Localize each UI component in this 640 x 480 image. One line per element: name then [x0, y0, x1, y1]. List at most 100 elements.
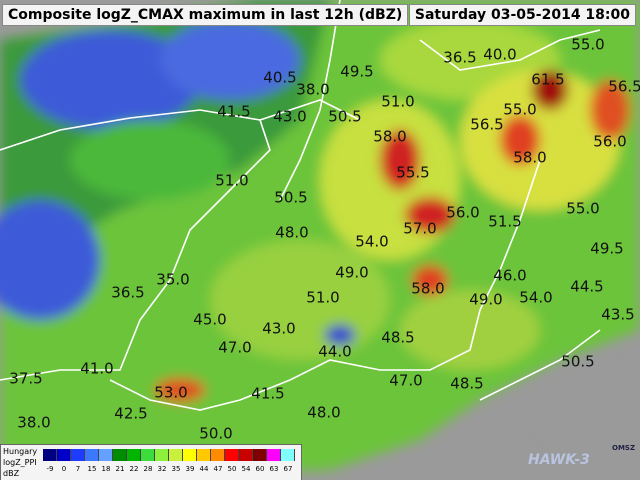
- max-value-label: 38.0: [17, 414, 50, 432]
- legend-line: dBZ: [3, 469, 20, 478]
- color-swatch: [183, 449, 197, 461]
- max-value-label: 51.0: [215, 172, 248, 190]
- scale-label: 39: [185, 465, 195, 473]
- max-value-label: 58.0: [513, 149, 546, 167]
- max-value-label: 47.0: [389, 372, 422, 390]
- scale-label: 18: [101, 465, 111, 473]
- scale-label: 0: [61, 465, 67, 473]
- max-value-label: 38.0: [296, 81, 329, 99]
- color-swatch: [141, 449, 155, 461]
- max-value-label: 48.5: [450, 375, 483, 393]
- scale-label: 50: [227, 465, 237, 473]
- max-value-label: 51.0: [306, 289, 339, 307]
- max-value-label: 44.0: [318, 343, 351, 361]
- max-value-label: 48.0: [307, 404, 340, 422]
- max-value-label: 51.0: [381, 93, 414, 111]
- max-value-label: 49.5: [590, 240, 623, 258]
- date-time: Saturday 03-05-2014 18:00: [408, 4, 636, 26]
- product-logo: HAWK-3: [528, 452, 590, 468]
- max-value-label: 43.0: [262, 320, 295, 338]
- max-value-label: 41.5: [217, 103, 250, 121]
- scale-label: 15: [87, 465, 97, 473]
- max-value-label: 42.5: [114, 405, 147, 423]
- max-value-label: 50.5: [561, 353, 594, 371]
- max-value-label: 53.0: [154, 384, 187, 402]
- color-scale: [43, 449, 295, 461]
- legend-line: logZ_PPI: [3, 458, 37, 467]
- color-swatch: [155, 449, 169, 461]
- scale-label: 22: [129, 465, 139, 473]
- max-value-label: 54.0: [355, 233, 388, 251]
- color-swatch: [127, 449, 141, 461]
- legend-caption: Hungary logZ_PPI dBZ: [3, 446, 37, 479]
- max-value-label: 40.0: [483, 46, 516, 64]
- max-value-label: 56.5: [608, 78, 640, 96]
- max-value-label: 48.0: [275, 224, 308, 242]
- max-value-label: 54.0: [519, 289, 552, 307]
- max-value-label: 55.0: [566, 200, 599, 218]
- map-title: Composite logZ_CMAX maximum in last 12h …: [2, 4, 409, 26]
- max-value-label: 49.0: [335, 264, 368, 282]
- scale-label: 54: [241, 465, 251, 473]
- max-value-label: 55.0: [503, 101, 536, 119]
- scale-label: 32: [157, 465, 167, 473]
- max-value-label: 36.5: [443, 49, 476, 67]
- color-swatch: [57, 449, 71, 461]
- color-swatch: [85, 449, 99, 461]
- max-value-label: 41.5: [251, 385, 284, 403]
- color-swatch: [211, 449, 225, 461]
- color-swatch: [113, 449, 127, 461]
- max-value-label: 51.5: [488, 213, 521, 231]
- color-swatch: [225, 449, 239, 461]
- max-value-label: 45.0: [193, 311, 226, 329]
- scale-label: 21: [115, 465, 125, 473]
- max-value-label: 44.5: [570, 278, 603, 296]
- max-value-label: 36.5: [111, 284, 144, 302]
- color-swatch: [99, 449, 113, 461]
- color-swatch: [197, 449, 211, 461]
- color-swatch: [239, 449, 253, 461]
- max-value-label: 49.0: [469, 291, 502, 309]
- max-value-label: 48.5: [381, 329, 414, 347]
- scale-label: 67: [283, 465, 293, 473]
- max-value-label: 50.0: [199, 425, 232, 443]
- scale-label: 47: [213, 465, 223, 473]
- max-value-label: 41.0: [80, 360, 113, 378]
- legend: Hungary logZ_PPI dBZ -9 0 7 15 18 21 22 28 32 35 39 4…: [0, 444, 302, 480]
- scale-label: 60: [255, 465, 265, 473]
- max-value-label: 35.0: [156, 271, 189, 289]
- scale-label: -9: [46, 465, 54, 473]
- max-value-label: 56.0: [593, 133, 626, 151]
- color-swatch: [43, 449, 57, 461]
- max-value-label: 61.5: [531, 71, 564, 89]
- color-swatch: [281, 449, 295, 461]
- max-value-label: 47.0: [218, 339, 251, 357]
- color-swatch: [169, 449, 183, 461]
- max-value-label: 49.5: [340, 63, 373, 81]
- max-value-label: 40.5: [263, 69, 296, 87]
- max-value-label: 57.0: [403, 220, 436, 238]
- max-value-label: 55.5: [396, 164, 429, 182]
- max-value-label: 55.0: [571, 36, 604, 54]
- scale-label: 7: [75, 465, 81, 473]
- max-value-label: 43.0: [273, 108, 306, 126]
- max-value-label: 37.5: [9, 370, 42, 388]
- legend-line: Hungary: [3, 447, 38, 456]
- color-swatch: [267, 449, 281, 461]
- max-value-label: 43.5: [601, 306, 634, 324]
- agency-logo: OMSZ: [612, 444, 636, 452]
- color-swatch: [253, 449, 267, 461]
- max-value-label: 58.0: [373, 128, 406, 146]
- max-value-label: 46.0: [493, 267, 526, 285]
- max-value-label: 50.5: [328, 108, 361, 126]
- max-value-label: 56.5: [470, 116, 503, 134]
- color-swatch: [71, 449, 85, 461]
- max-value-label: 50.5: [274, 189, 307, 207]
- scale-label: 28: [143, 465, 153, 473]
- max-value-label: 58.0: [411, 280, 444, 298]
- scale-label: 44: [199, 465, 209, 473]
- scale-label: 35: [171, 465, 181, 473]
- max-value-label: 56.0: [446, 204, 479, 222]
